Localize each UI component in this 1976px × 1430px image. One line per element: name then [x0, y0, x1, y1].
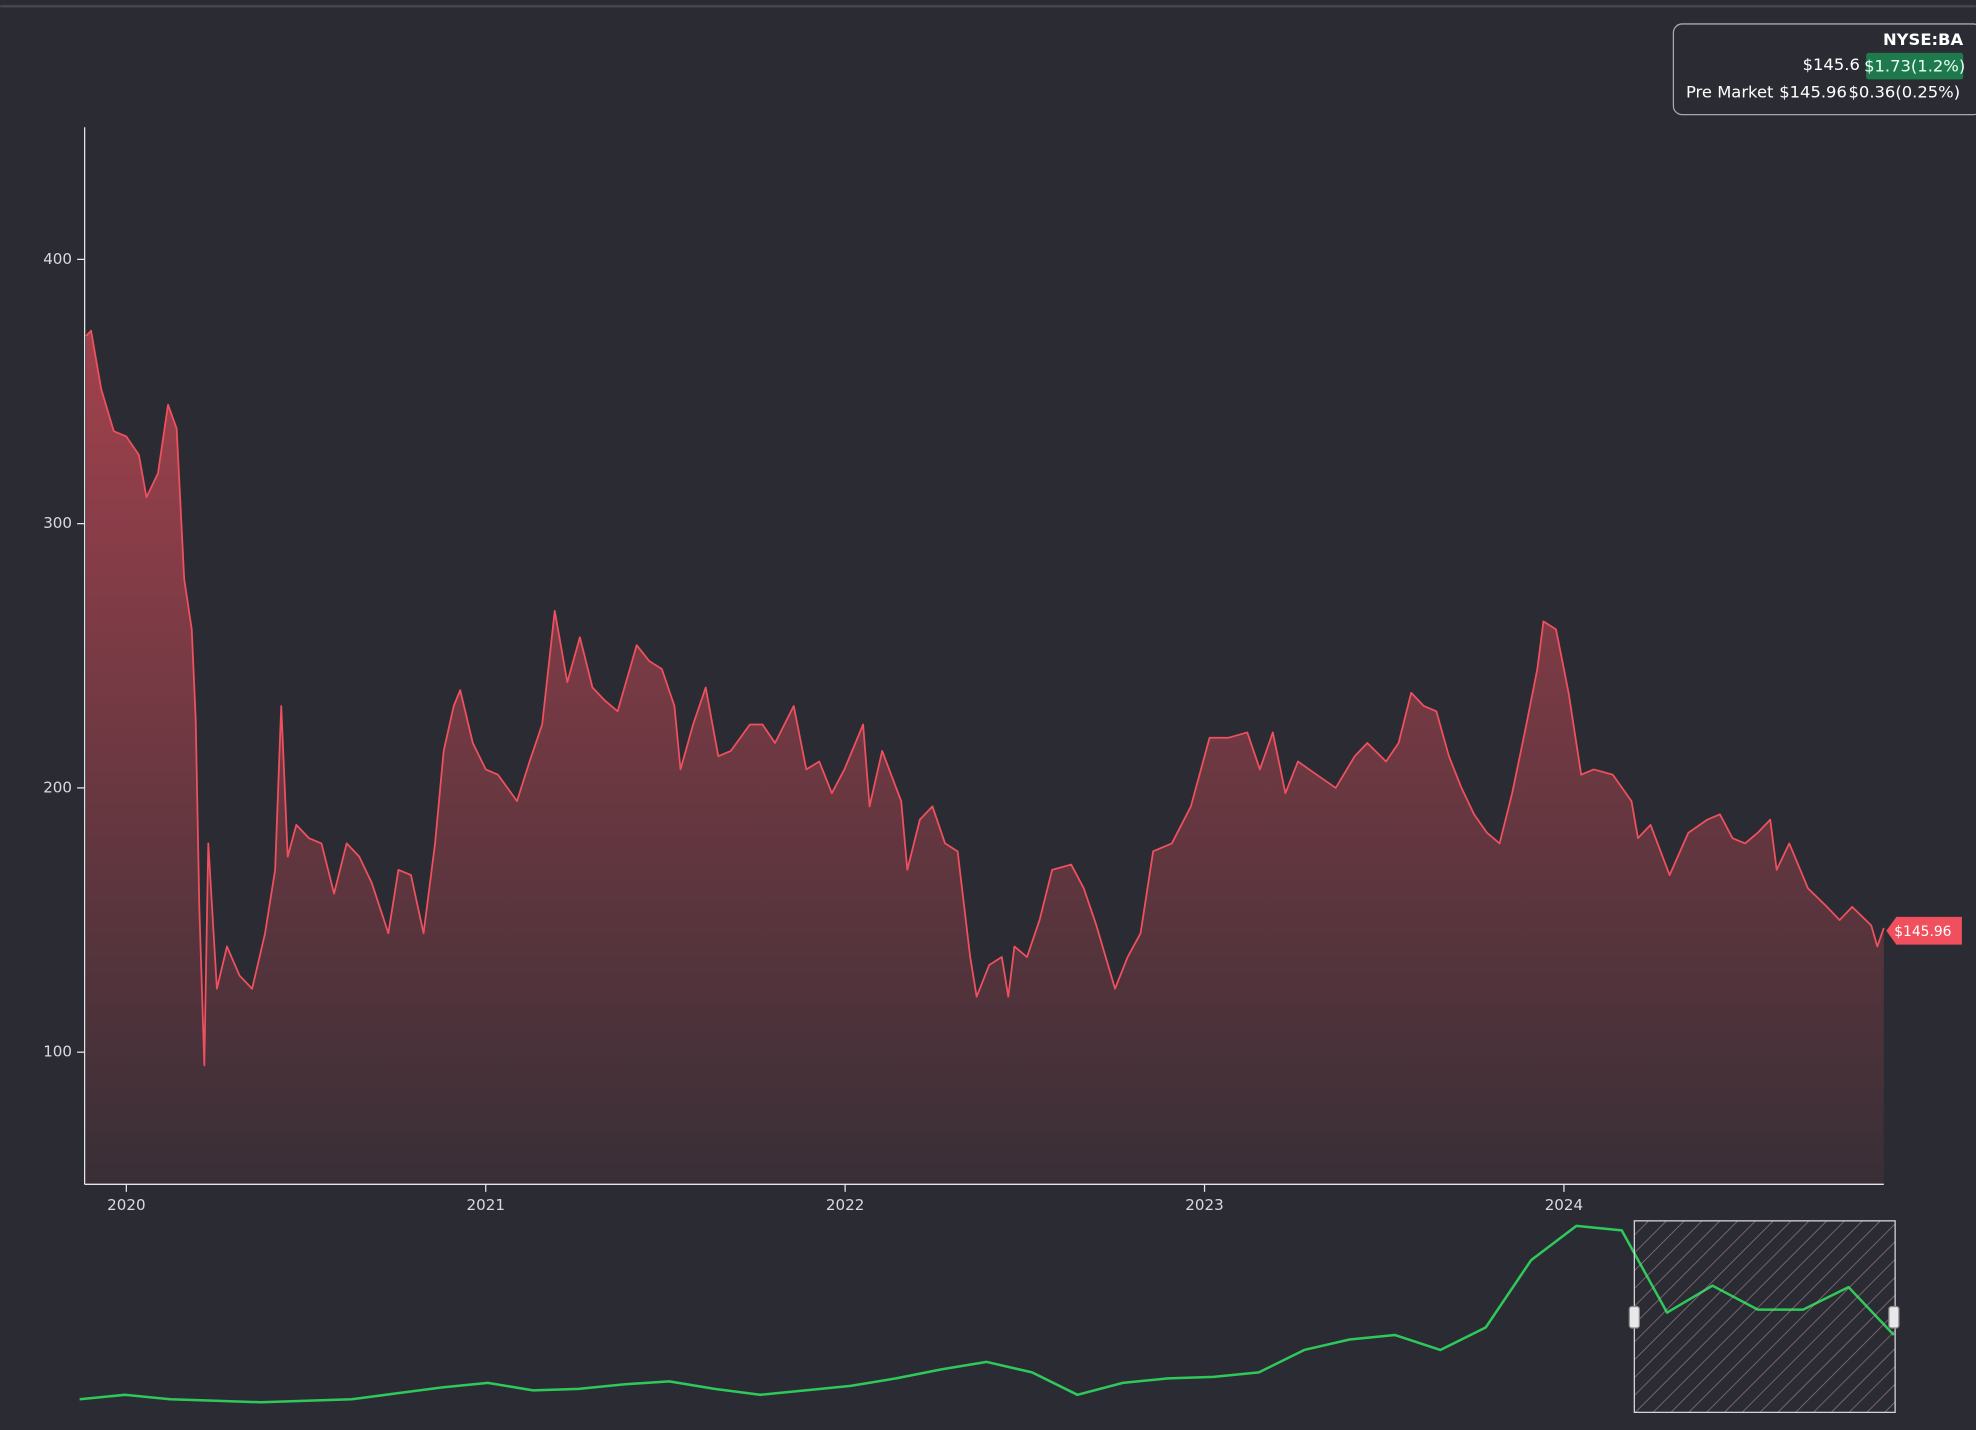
x-tick-label: 2020 — [107, 1196, 145, 1214]
change: $1.73(1.2%) — [1864, 56, 1965, 75]
change-badge — [1866, 52, 1964, 80]
premarket-price: $145.96 — [1779, 83, 1847, 102]
y-tick-label: 100 — [43, 1043, 72, 1061]
navigator-handle — [1628, 1305, 1641, 1329]
last-price-label: $145.96 — [1894, 924, 1951, 940]
premarket-change: $0.36(0.25%) — [1849, 83, 1961, 102]
quote-panel: NYSE:BA $145.6 $1.73(1.2%) Pre Market $1… — [1672, 23, 1976, 116]
navigator-window — [1633, 1220, 1896, 1413]
last-price-tag — [1886, 916, 1962, 945]
navigator-handle — [1888, 1305, 1900, 1329]
price: $145.6 — [1803, 55, 1860, 74]
y-tick-label: 400 — [43, 250, 72, 268]
symbol: NYSE:BA — [1883, 30, 1964, 49]
area-fill — [86, 330, 1884, 1185]
x-tick-label: 2024 — [1545, 1196, 1583, 1214]
y-tick-label: 300 — [43, 514, 72, 532]
price-line — [85, 329, 1885, 1067]
x-tick-label: 2021 — [467, 1196, 505, 1214]
y-tick-label: 200 — [43, 778, 72, 796]
premarket-label: Pre Market — [1686, 83, 1774, 102]
x-tick-label: 2022 — [826, 1196, 864, 1214]
navigator-line — [79, 1224, 1895, 1404]
x-tick-label: 2023 — [1185, 1196, 1223, 1214]
quote-box — [1672, 23, 1976, 116]
